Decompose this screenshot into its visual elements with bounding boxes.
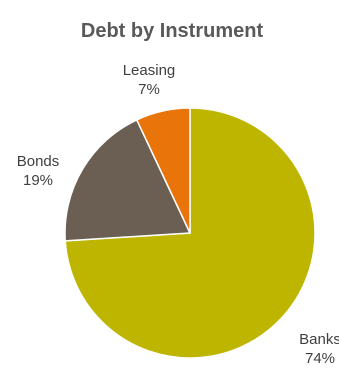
slice-label-name: Banks [299, 331, 339, 348]
slice-label-banks: Banks 74% [299, 331, 339, 367]
slice-label-bonds: Bonds 19% [17, 153, 60, 189]
slice-label-leasing: Leasing 7% [123, 62, 176, 98]
pie-slice-leasing [136, 107, 191, 234]
slice-labels: Banks 74% Bonds 19% Leasing 7% [17, 62, 339, 367]
chart-title: Debt by Instrument [81, 20, 264, 42]
pie-slice-bonds [64, 119, 191, 242]
slice-label-percent: 19% [23, 172, 53, 189]
slice-label-name: Leasing [123, 62, 176, 79]
slice-label-percent: 74% [305, 350, 335, 367]
slice-label-name: Bonds [17, 153, 60, 170]
slice-label-percent: 7% [138, 81, 160, 98]
pie-slices [64, 107, 316, 359]
